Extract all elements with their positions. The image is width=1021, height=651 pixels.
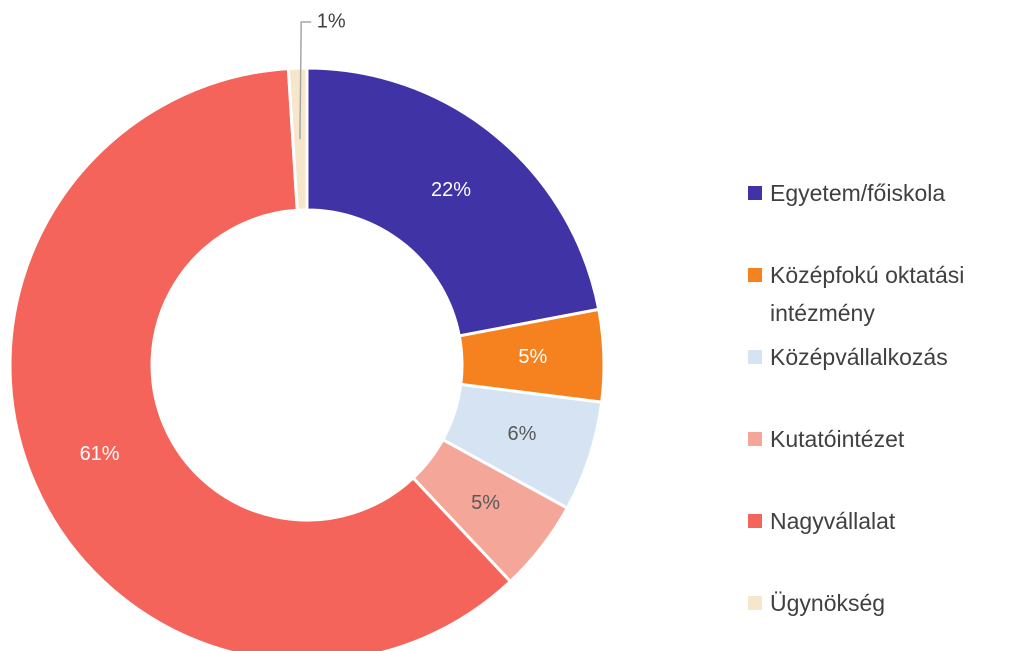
leader-line xyxy=(299,21,312,140)
data-label: 5% xyxy=(471,492,500,514)
legend-swatch xyxy=(748,432,762,446)
legend-item: Középfokú oktatási intézmény xyxy=(748,256,1010,332)
legend-label: Középfokú oktatási intézmény xyxy=(770,262,965,326)
data-label: 61% xyxy=(80,443,120,465)
legend-item: Nagyvállalat xyxy=(748,502,1010,540)
legend-label: Kutatóintézet xyxy=(770,426,905,452)
data-label: 6% xyxy=(507,423,536,445)
legend-swatch xyxy=(748,186,762,200)
legend-label: Ügynökség xyxy=(770,590,886,616)
legend-label: Nagyvállalat xyxy=(770,508,896,534)
legend-item: Ügynökség xyxy=(748,584,1010,622)
slice xyxy=(286,66,309,212)
legend-item: Középvállalkozás xyxy=(748,338,1010,376)
legend-item: Kutatóintézet xyxy=(748,420,1010,458)
legend-label: Középvállalkozás xyxy=(770,344,948,370)
slice xyxy=(8,66,513,651)
legend-label: Egyetem/főiskola xyxy=(770,180,946,206)
legend-swatch xyxy=(748,596,762,610)
data-label: 22% xyxy=(431,179,471,201)
data-label: 1% xyxy=(317,10,346,32)
legend-swatch xyxy=(748,268,762,282)
legend-item: Egyetem/főiskola xyxy=(748,174,1010,212)
slice xyxy=(305,66,601,338)
legend-swatch xyxy=(748,350,762,364)
data-label: 5% xyxy=(518,346,547,368)
legend-swatch xyxy=(748,514,762,528)
